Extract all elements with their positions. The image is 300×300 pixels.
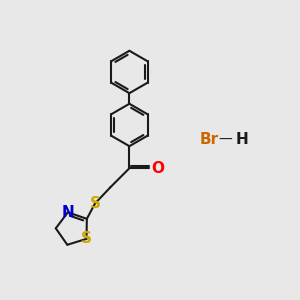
Text: Br: Br (200, 132, 219, 147)
Text: S: S (81, 231, 92, 246)
Text: H: H (236, 132, 248, 147)
Text: S: S (89, 196, 100, 211)
Text: N: N (61, 205, 74, 220)
Text: O: O (151, 161, 164, 176)
Text: —: — (218, 133, 232, 147)
